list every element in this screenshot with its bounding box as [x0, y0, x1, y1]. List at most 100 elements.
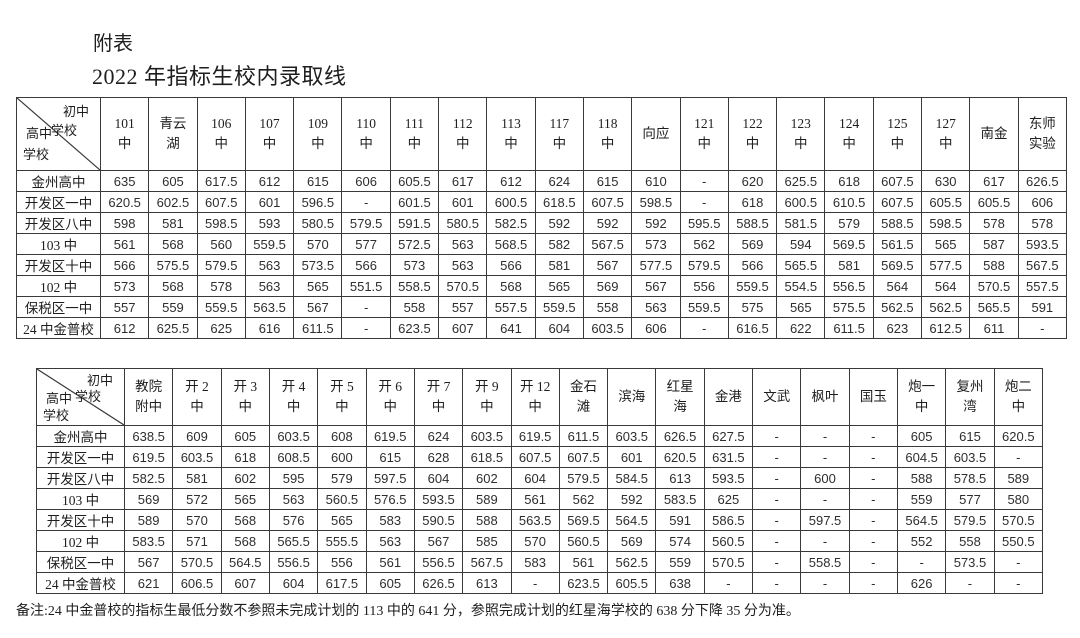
score-cell: 569 [607, 530, 657, 552]
score-cell: 558 [945, 530, 995, 552]
column-header: 红星 海 [655, 368, 705, 426]
score-cell: 606 [341, 170, 391, 192]
score-cell: 612 [99, 317, 150, 339]
score-cell: 580.5 [438, 212, 488, 234]
score-cell: 608 [317, 425, 367, 447]
score-cell: 570.5 [438, 275, 488, 297]
column-header: 国玉 [848, 368, 899, 426]
column-header: 124 中 [824, 97, 874, 171]
column-header: 炮一 中 [896, 368, 947, 426]
score-cell: 623.5 [558, 572, 609, 594]
score-cell: 591 [1017, 296, 1068, 318]
score-cell: 564.5 [607, 509, 657, 531]
score-cell: 624 [413, 425, 464, 447]
score-cell: - [752, 446, 802, 468]
row-label: 102 中 [16, 275, 101, 297]
column-header: 101 中 [99, 97, 150, 171]
score-cell: 570.5 [969, 275, 1019, 297]
diagonal-header-label: 学校 [50, 123, 77, 138]
score-cell: 618.5 [462, 446, 512, 468]
score-cell: 577 [341, 233, 391, 255]
score-cell: 612.5 [921, 317, 971, 339]
score-cell: 552 [896, 530, 947, 552]
table-row: 24 中金普校 612 625.5 625 616 611.5-623.5 607 641 60… [16, 317, 1068, 339]
score-cell: 573.5 [293, 254, 343, 276]
score-cell: 611.5 [558, 425, 609, 447]
score-cell: 564.5 [896, 509, 947, 531]
score-cell: 573 [631, 233, 681, 255]
score-cell: 564.5 [220, 551, 270, 573]
score-cell: - [848, 488, 899, 510]
diagonal-header-label: 学校 [43, 408, 70, 423]
score-cell: 572 [172, 488, 222, 510]
score-cell: 598 [99, 212, 150, 234]
column-header: 炮二 中 [993, 368, 1044, 426]
score-cell: 579.5 [558, 467, 609, 489]
column-header: 113 中 [486, 97, 536, 171]
score-cell: 563 [365, 530, 415, 552]
score-cell: 592 [631, 212, 681, 234]
row-label: 24 中金普校 [16, 317, 101, 339]
score-cell: 559.5 [534, 296, 584, 318]
score-cell: 578 [196, 275, 246, 297]
table-row: 103 中 569 572 565 563 560.5 576.5 593.5 589 561 56… [36, 488, 1044, 510]
score-cell: 619.5 [123, 446, 174, 468]
score-cell: 565 [293, 275, 343, 297]
column-header: 文武 [752, 368, 802, 426]
score-cell: 605.5 [607, 572, 657, 594]
score-cell: 568 [148, 275, 198, 297]
row-label: 开发区一中 [36, 446, 125, 468]
score-cell: 601.5 [389, 191, 440, 213]
score-cell: 565.5 [969, 296, 1019, 318]
score-cell: 603.5 [268, 425, 319, 447]
score-cell: - [800, 488, 850, 510]
score-cell: - [800, 425, 850, 447]
score-cell: 605 [220, 425, 270, 447]
corner-diagonal-header: 初中 学校 高中 学校 [16, 97, 101, 171]
score-cell: 595.5 [679, 212, 729, 234]
score-cell: 626.5 [655, 425, 705, 447]
score-cell: 563.5 [244, 296, 295, 318]
score-cell: 559 [896, 488, 947, 510]
column-header: 金石 滩 [558, 368, 609, 426]
score-cell: 620.5 [993, 425, 1044, 447]
column-header: 112 中 [438, 97, 488, 171]
score-cell: 607.5 [872, 191, 923, 213]
score-cell: 607.5 [510, 446, 560, 468]
score-cell: - [752, 488, 802, 510]
score-cell: 592 [534, 212, 584, 234]
score-cell: 589 [123, 509, 174, 531]
row-label: 102 中 [36, 530, 125, 552]
score-cell: 568 [220, 530, 270, 552]
table-row: 金州高中 638.5 609 605 603.5 608 619.5 624 603.5 619.… [36, 425, 1044, 447]
score-cell: 565 [534, 275, 584, 297]
score-cell: 615 [582, 170, 633, 192]
score-cell: 603.5 [945, 446, 995, 468]
column-header: 127 中 [921, 97, 971, 171]
column-header: 南金 [969, 97, 1019, 171]
row-label: 103 中 [16, 233, 101, 255]
score-cell: 598.5 [631, 191, 681, 213]
score-cell: 565 [317, 509, 367, 531]
table-row: 开发区十中 566 575.5 579.5 563 573.5 566 573 563 566 58… [16, 254, 1068, 276]
header-row: 初中 学校 高中 学校 教院 附中开 2 中开 3 中开 4 中开 5 中开 6 中开 … [36, 368, 1044, 426]
header-row: 初中 学校 高中 学校 101 中青云 湖 106 中 107 中 109 中 110 中 111… [16, 97, 1068, 171]
column-header: 121 中 [679, 97, 729, 171]
score-cell: 603.5 [582, 317, 633, 339]
score-cell: 571 [172, 530, 222, 552]
score-cell: 625 [196, 317, 246, 339]
column-header: 金港 [703, 368, 754, 426]
column-header: 122 中 [727, 97, 778, 171]
score-cell: 593.5 [1017, 233, 1068, 255]
score-cell: - [752, 467, 802, 489]
score-cell: 607 [220, 572, 270, 594]
score-cell: - [800, 572, 850, 594]
score-cell: 607 [438, 317, 488, 339]
page-subtitle: 附表 [93, 33, 133, 55]
column-header: 107 中 [244, 97, 295, 171]
score-cell: - [848, 467, 899, 489]
score-cell: 605 [148, 170, 198, 192]
score-cell: 575.5 [148, 254, 198, 276]
score-cell: - [848, 425, 899, 447]
score-cell: 583.5 [655, 488, 705, 510]
